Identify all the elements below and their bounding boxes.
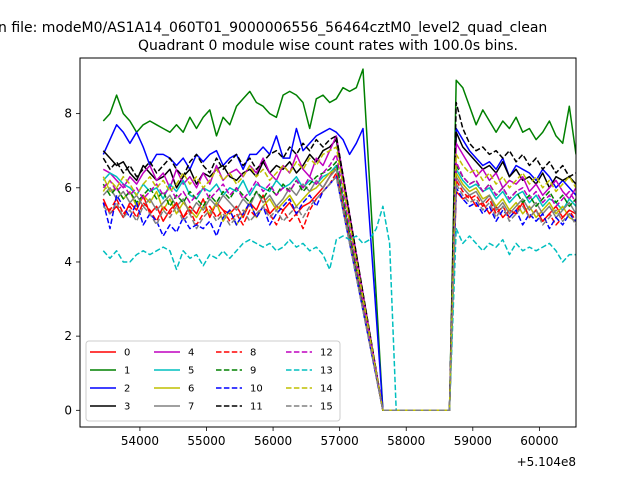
y-tick-label: 6	[64, 181, 72, 195]
series-line-11	[102, 101, 576, 412]
legend-label-2: 2	[124, 384, 130, 395]
series-line-8	[102, 172, 576, 412]
x-tick-label: 55000	[187, 434, 225, 448]
plot-frame	[79, 57, 577, 428]
series-line-12	[102, 153, 576, 412]
series-line-15	[102, 175, 576, 412]
legend-label-9: 9	[250, 366, 256, 377]
series-line-14	[102, 146, 576, 412]
legend-label-0: 0	[124, 348, 130, 359]
y-axis: 0 2 4 6 8	[64, 107, 80, 417]
x-offset-label: +5.104e8	[517, 455, 576, 469]
figure-suptitle: n file: modeM0/AS1A14_060T01_9000006556_…	[0, 20, 547, 36]
y-tick-label: 2	[64, 329, 72, 343]
series-layer	[102, 68, 576, 412]
x-tick-label: 57000	[321, 434, 359, 448]
legend-label-13: 13	[320, 366, 333, 377]
series-line-7	[102, 168, 576, 412]
series-line-2	[102, 124, 576, 412]
x-axis: 54000 55000 56000 57000 58000 59000 60000	[121, 427, 558, 448]
legend-label-7: 7	[188, 402, 194, 413]
legend-label-11: 11	[250, 402, 263, 413]
y-tick-label: 4	[64, 255, 72, 269]
y-tick-label: 8	[64, 107, 72, 121]
series-line-6	[102, 168, 576, 412]
legend-label-10: 10	[250, 384, 263, 395]
x-tick-label: 56000	[254, 434, 292, 448]
legend-label-8: 8	[250, 348, 256, 359]
legend-label-12: 12	[320, 348, 333, 359]
series-line-5	[102, 164, 576, 412]
legend-label-6: 6	[188, 384, 194, 395]
x-tick-label: 54000	[121, 434, 159, 448]
chart-title: Quadrant 0 module wise count rates with …	[138, 38, 518, 54]
series-line-1	[102, 68, 576, 412]
series-line-4	[102, 135, 576, 412]
legend-box	[85, 340, 341, 422]
y-tick-label: 0	[64, 403, 72, 417]
legend-label-15: 15	[320, 402, 333, 413]
series-line-3	[102, 131, 576, 412]
legend-label-5: 5	[188, 366, 194, 377]
legend-label-4: 4	[188, 348, 194, 359]
x-tick-label: 59000	[454, 434, 492, 448]
x-tick-label: 60000	[520, 434, 558, 448]
legend-label-3: 3	[124, 402, 130, 413]
x-tick-label: 58000	[387, 434, 425, 448]
legend-label-14: 14	[320, 384, 333, 395]
legend-label-1: 1	[124, 366, 130, 377]
series-line-13	[102, 205, 576, 412]
